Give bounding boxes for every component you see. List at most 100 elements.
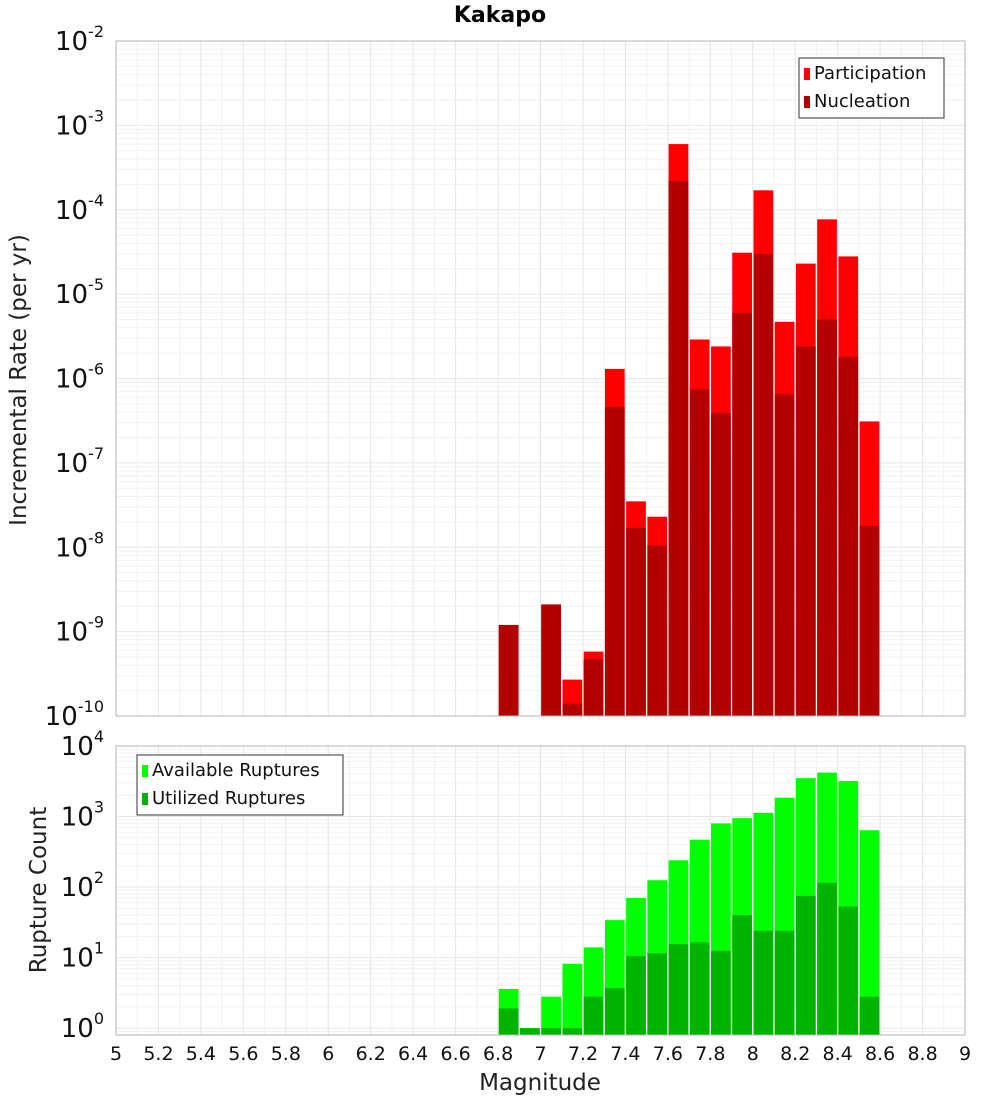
bars — [498, 772, 880, 1035]
y-tick-label: 10-3 — [55, 106, 104, 141]
x-tick-label: 5.8 — [271, 1043, 301, 1065]
y-tick-label: 10-6 — [55, 360, 104, 395]
bar — [795, 346, 816, 716]
chart-title: Kakapo — [454, 3, 546, 28]
x-tick-label: 5.6 — [228, 1043, 258, 1065]
bar — [689, 389, 710, 716]
bar — [562, 963, 583, 1035]
rupture-count-panel: 100 101 102 103 104 Available Ruptures Utilize… — [61, 727, 966, 1044]
top-y-axis-label: Incremental Rate (per yr) — [6, 234, 32, 526]
legend: Available Ruptures Utilized Ruptures — [136, 754, 344, 816]
legend-box — [798, 57, 945, 119]
legend-label: Participation — [814, 63, 926, 84]
bar — [859, 525, 880, 716]
bars — [498, 144, 880, 717]
x-axis-label: Magnitude — [479, 1070, 601, 1096]
x-tick-label: 6.4 — [398, 1043, 428, 1065]
bar — [859, 996, 880, 1035]
x-tick-label: 7.6 — [653, 1043, 683, 1065]
x-tick-label: 8.8 — [907, 1043, 937, 1065]
legend: Participation Nucleation — [798, 57, 945, 119]
legend-swatch — [804, 96, 810, 108]
y-tick-label: 10-8 — [55, 528, 104, 563]
bar — [838, 356, 859, 716]
y-tick-label: 100 — [61, 1009, 104, 1044]
gridlines — [115, 41, 966, 717]
bar — [753, 253, 774, 716]
x-tick-label: 5.2 — [143, 1043, 173, 1065]
y-tick-labels: 10-10 10-9 10-8 10-7 10-6 10-5 10-4 10-3 10-2 — [45, 22, 104, 732]
plot-area — [115, 745, 966, 1036]
bar — [498, 624, 519, 716]
x-tick-label: 7.2 — [568, 1043, 598, 1065]
bar — [859, 830, 880, 1035]
y-tick-label: 102 — [61, 868, 104, 903]
bar — [774, 930, 795, 1035]
y-tick-label: 101 — [61, 939, 104, 974]
bar — [732, 312, 752, 716]
legend-label: Available Ruptures — [152, 760, 320, 781]
bottom-y-axis-label: Rupture Count — [26, 807, 52, 973]
x-tick-label: 7 — [534, 1043, 546, 1065]
bar — [604, 406, 625, 716]
y-tick-label: 10-9 — [55, 613, 104, 648]
bar — [626, 956, 646, 1035]
x-tick-label: 6 — [322, 1043, 334, 1065]
bar — [668, 944, 689, 1035]
bar — [711, 413, 731, 716]
x-tick-label: 5.4 — [186, 1043, 216, 1065]
legend-box — [136, 754, 344, 816]
x-tick-label: 8.2 — [780, 1043, 810, 1065]
bar — [562, 1028, 583, 1035]
x-tick-label: 6.6 — [440, 1043, 470, 1065]
legend-swatch — [142, 793, 148, 805]
x-tick-label: 6.2 — [356, 1043, 386, 1065]
bar — [668, 180, 689, 716]
bar — [795, 895, 816, 1035]
bar — [753, 930, 774, 1035]
x-tick-label: 8 — [747, 1043, 759, 1065]
legend-label: Nucleation — [814, 91, 910, 112]
bar — [711, 950, 731, 1035]
y-tick-label: 10-5 — [55, 275, 104, 310]
y-tick-labels: 100 101 102 103 104 — [61, 727, 104, 1044]
bar — [498, 1008, 519, 1035]
x-tick-label: 9 — [959, 1043, 971, 1065]
bar — [626, 527, 646, 716]
bar — [647, 953, 668, 1035]
y-tick-label: 103 — [61, 798, 104, 833]
bar — [817, 882, 837, 1035]
x-tick-label: 7.8 — [695, 1043, 725, 1065]
y-tick-label: 10-7 — [55, 444, 104, 479]
y-tick-label: 10-4 — [55, 191, 104, 226]
bar — [541, 604, 561, 716]
legend-label: Utilized Ruptures — [152, 788, 305, 809]
legend-swatch — [142, 765, 148, 777]
x-tick-label: 5 — [110, 1043, 122, 1065]
rate-panel: 10-10 10-9 10-8 10-7 10-6 10-5 10-4 10-3 10-2 Par… — [45, 22, 966, 732]
bar — [774, 394, 795, 716]
bar — [583, 659, 604, 716]
bar — [541, 996, 561, 1035]
utilized-ruptures-series — [498, 882, 880, 1035]
bar — [583, 996, 604, 1035]
x-tick-label: 8.4 — [823, 1043, 853, 1065]
legend-swatch — [804, 68, 810, 80]
bar — [817, 319, 837, 716]
x-tick-labels: 5 5.2 5.4 5.6 5.8 6 6.2 6.4 6.6 6.8 7 7.2 7.4 7.6 7.8 8… — [110, 1043, 971, 1065]
bar — [520, 1028, 540, 1035]
x-tick-label: 7.4 — [610, 1043, 640, 1065]
x-tick-label: 6.8 — [483, 1043, 513, 1065]
bar — [604, 988, 625, 1035]
bar — [838, 906, 859, 1035]
bar — [732, 915, 752, 1035]
bar — [562, 703, 583, 716]
bar — [647, 545, 668, 716]
plot-area — [115, 40, 966, 717]
y-tick-label: 104 — [61, 727, 104, 762]
nucleation-series — [498, 180, 880, 716]
bar — [689, 942, 710, 1035]
y-tick-label: 10-2 — [55, 22, 104, 57]
y-tick-label: 10-10 — [45, 697, 104, 732]
